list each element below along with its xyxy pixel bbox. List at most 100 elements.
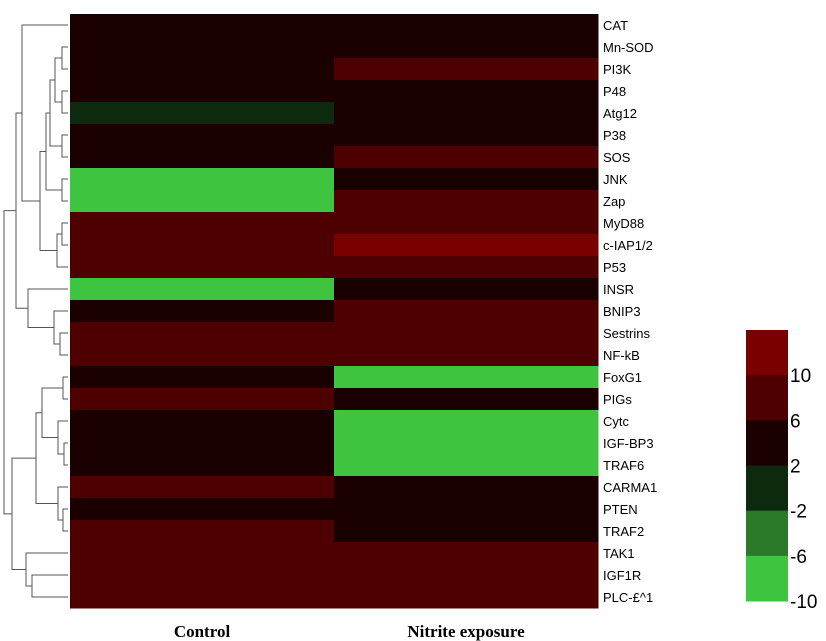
color-scale-legend: 10 6 2 -2 -6 -10 bbox=[746, 330, 817, 613]
heatmap-cell bbox=[70, 542, 335, 565]
color-scale-swatch bbox=[746, 420, 788, 466]
heatmap-cell bbox=[70, 58, 335, 81]
gene-label: CARMA1 bbox=[603, 480, 657, 495]
color-scale-tick-label: 6 bbox=[790, 411, 801, 432]
heatmap-cell bbox=[334, 388, 599, 411]
heatmap-cell bbox=[334, 234, 599, 257]
dendrogram-branch bbox=[39, 151, 57, 251]
gene-label: IGF1R bbox=[603, 568, 641, 583]
color-scale-swatch bbox=[746, 510, 788, 557]
dendrogram-branch bbox=[62, 376, 68, 400]
heatmap-cell bbox=[70, 564, 335, 587]
gene-label: P38 bbox=[603, 128, 626, 143]
gene-label: TAK1 bbox=[603, 546, 635, 561]
heatmap-cell bbox=[334, 520, 599, 543]
heatmap-cell bbox=[70, 212, 335, 235]
gene-label: Zap bbox=[603, 194, 625, 209]
heatmap-cell bbox=[334, 498, 599, 521]
gene-label: Sestrins bbox=[603, 326, 650, 341]
heatmap-cell bbox=[334, 146, 599, 169]
heatmap-cell bbox=[334, 344, 599, 367]
heatmap-cell bbox=[334, 322, 599, 345]
heatmap-cell bbox=[334, 124, 599, 147]
heatmap-cell bbox=[70, 520, 335, 543]
dendrogram-branch bbox=[53, 310, 68, 345]
gene-label: Mn-SOD bbox=[603, 40, 654, 55]
condition-label: Control bbox=[174, 622, 231, 641]
dendrogram-branch bbox=[41, 387, 63, 438]
dendrogram-branch bbox=[61, 90, 68, 114]
heatmap-cell bbox=[334, 300, 599, 323]
heatmap-cell bbox=[334, 58, 599, 81]
dendrogram-branch bbox=[35, 412, 58, 504]
heatmap-cell bbox=[70, 300, 335, 323]
heatmap-cell bbox=[334, 564, 599, 587]
dendrogram-branch bbox=[62, 508, 68, 532]
gene-label: IGF-BP3 bbox=[603, 436, 654, 451]
color-scale-swatch bbox=[746, 330, 788, 376]
heatmap-cell bbox=[334, 476, 599, 499]
dendrogram-branch bbox=[21, 24, 68, 202]
heatmap-cell bbox=[70, 256, 335, 279]
color-scale-swatch bbox=[746, 465, 788, 512]
heatmap-cell bbox=[334, 36, 599, 59]
gene-label: FoxG1 bbox=[603, 370, 642, 385]
condition-labels: Control Nitrite exposure bbox=[174, 622, 525, 641]
dendrogram-branch bbox=[63, 442, 68, 466]
heatmap-cell bbox=[70, 432, 335, 455]
gene-label: NF-kB bbox=[603, 348, 640, 363]
gene-label: TRAF6 bbox=[603, 458, 644, 473]
heatmap-cell bbox=[70, 476, 335, 499]
row-dendrogram bbox=[3, 24, 68, 598]
gene-label: JNK bbox=[603, 172, 628, 187]
gene-label: Cytc bbox=[603, 414, 630, 429]
gene-label: INSR bbox=[603, 282, 634, 297]
color-scale-tick-label: 10 bbox=[790, 366, 811, 387]
dendrogram-branch bbox=[59, 332, 68, 356]
heatmap-cell bbox=[334, 278, 599, 301]
heatmap-cell bbox=[334, 102, 599, 125]
dendrogram-branch bbox=[61, 178, 68, 202]
heatmap-cell bbox=[334, 80, 599, 103]
dendrogram-branch bbox=[57, 420, 68, 455]
dendrogram-branch bbox=[54, 57, 62, 103]
heatmap-cell bbox=[70, 344, 335, 367]
dendrogram-branch bbox=[27, 288, 68, 328]
heatmap-cell bbox=[334, 410, 599, 433]
gene-label: PIGs bbox=[603, 392, 632, 407]
condition-label: Nitrite exposure bbox=[407, 622, 525, 641]
gene-label: MyD88 bbox=[603, 216, 644, 231]
gene-labels: CAT Mn-SOD PI3K P48 Atg12 P38 SOS JNK Zap MyD88 c-… bbox=[603, 18, 657, 605]
gene-label: SOS bbox=[603, 150, 631, 165]
gene-label: P48 bbox=[603, 84, 626, 99]
gene-label: PI3K bbox=[603, 62, 632, 77]
heatmap-cell bbox=[70, 36, 335, 59]
heatmap-cell bbox=[70, 388, 335, 411]
dendrogram-branch bbox=[45, 112, 62, 191]
heatmap-cells bbox=[70, 14, 599, 609]
gene-label: TRAF2 bbox=[603, 524, 644, 539]
dendrogram-branch bbox=[31, 574, 68, 598]
color-scale-tick-label: -2 bbox=[790, 502, 807, 523]
gene-label: PLC-£^1 bbox=[603, 590, 653, 605]
heatmap-cell bbox=[334, 542, 599, 565]
gene-label: c-IAP1/2 bbox=[603, 238, 653, 253]
heatmap-cell bbox=[70, 366, 335, 389]
color-scale-tick-label: -10 bbox=[790, 592, 817, 613]
heatmap-cell bbox=[334, 366, 599, 389]
color-scale-swatch bbox=[746, 375, 788, 421]
heatmap-cell bbox=[334, 256, 599, 279]
color-scale-tick-label: 2 bbox=[790, 457, 801, 478]
dendrogram-branch bbox=[49, 79, 62, 147]
heatmap-cell bbox=[70, 14, 335, 37]
dendrogram-branch bbox=[61, 134, 68, 158]
heatmap-cell bbox=[334, 168, 599, 191]
gene-label: PTEN bbox=[603, 502, 638, 517]
heatmap-cell bbox=[70, 146, 335, 169]
gene-label: Atg12 bbox=[603, 106, 637, 121]
heatmap-cell bbox=[70, 190, 335, 213]
gene-label: CAT bbox=[603, 18, 628, 33]
dendrogram-branch bbox=[3, 210, 16, 515]
